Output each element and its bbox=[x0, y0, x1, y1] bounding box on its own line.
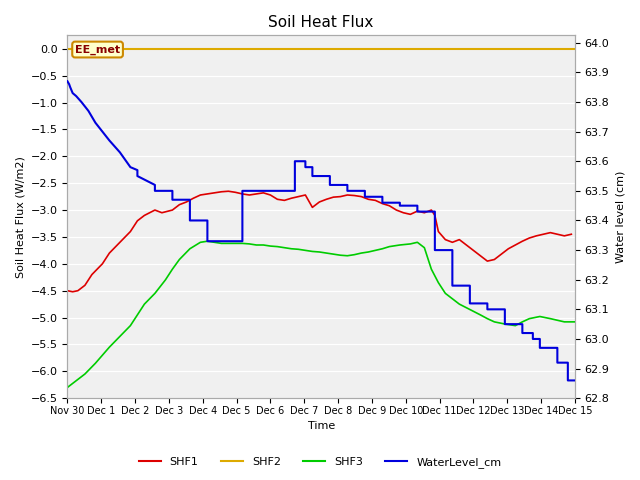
X-axis label: Time: Time bbox=[307, 421, 335, 432]
Y-axis label: Water level (cm): Water level (cm) bbox=[615, 170, 625, 263]
Y-axis label: Soil Heat Flux (W/m2): Soil Heat Flux (W/m2) bbox=[15, 156, 25, 278]
Text: EE_met: EE_met bbox=[75, 45, 120, 55]
Title: Soil Heat Flux: Soil Heat Flux bbox=[268, 15, 374, 30]
Legend: SHF1, SHF2, SHF3, WaterLevel_cm: SHF1, SHF2, SHF3, WaterLevel_cm bbox=[134, 452, 506, 472]
